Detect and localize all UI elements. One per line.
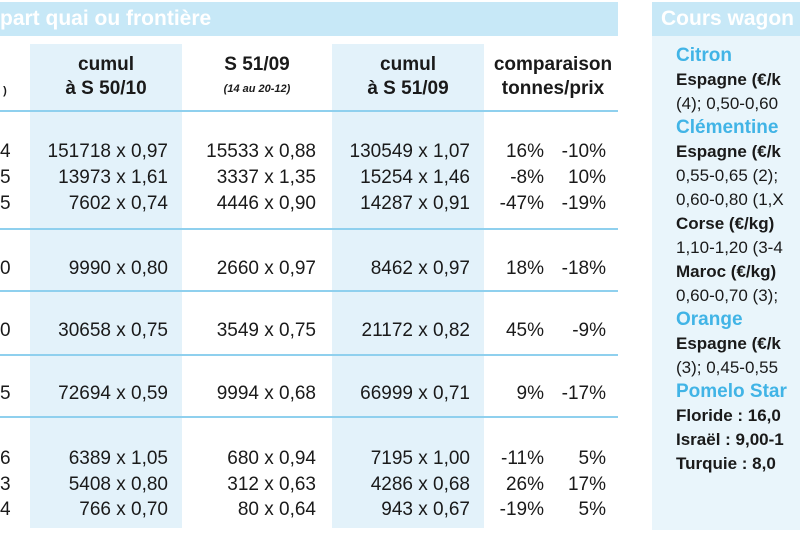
table-row: 5 72694 x 0,59 9994 x 0,68 66999 x 0,71 … — [0, 381, 618, 407]
sidebar-line: 0,55-0,65 (2); — [676, 166, 779, 185]
table-row: 5 13973 x 1,61 3337 x 1,35 15254 x 1,46 … — [0, 165, 618, 191]
cell-label: 4 — [0, 141, 11, 162]
header-col0: ) — [3, 85, 7, 97]
cumul-column-shade-2 — [332, 44, 484, 528]
divider — [0, 416, 618, 418]
cell-pct-tonnes: 45% — [505, 320, 544, 341]
cell-pct-tonnes: -8% — [510, 167, 544, 188]
sidebar-line: 0,60-0,70 (3); — [676, 286, 779, 305]
table-row: 3 5408 x 0,80 312 x 0,63 4286 x 0,68 26%… — [0, 472, 618, 498]
cell-label: 0 — [0, 258, 11, 279]
cell-s51: 680 x 0,94 — [227, 448, 316, 469]
cell-label: 6 — [0, 448, 11, 469]
cell-label: 0 — [0, 320, 11, 341]
cell-cumul-s50: 9990 x 0,80 — [68, 258, 168, 279]
cell-s51: 9994 x 0,68 — [216, 383, 316, 404]
cell-s51: 2660 x 0,97 — [216, 258, 316, 279]
divider — [0, 290, 618, 292]
sidebar-title: Cours wagon — [661, 7, 795, 30]
cell-cumul-s50: 151718 x 0,97 — [47, 141, 168, 162]
sidebar-line: Corse (€/kg) — [676, 214, 775, 233]
sidebar-line: (4); 0,50-0,60 — [676, 94, 779, 113]
cell-pct-prix: -17% — [561, 383, 606, 404]
section-clementine: Clémentine — [676, 117, 779, 138]
header-cumul-s51: cumul à S 51/09 — [367, 54, 449, 99]
table-title: part quai ou frontière — [0, 7, 212, 30]
cell-cumul-s50: 13973 x 1,61 — [58, 167, 168, 188]
cell-pct-tonnes: 9% — [516, 383, 544, 404]
sidebar-line: Floride : 16,0 — [676, 406, 781, 425]
sidebar-line: 0,60-0,80 (1,X — [676, 190, 784, 209]
cell-pct-tonnes: -11% — [501, 448, 544, 469]
cell-pct-tonnes: 18% — [505, 258, 544, 279]
table-row: 0 9990 x 0,80 2660 x 0,97 8462 x 0,97 18… — [0, 256, 618, 282]
table-title-bar: part quai ou frontière — [0, 2, 618, 36]
cell-s51: 312 x 0,63 — [227, 474, 316, 495]
cell-cumul-s51: 943 x 0,67 — [381, 499, 470, 520]
sidebar-line: Turquie : 8,0 — [676, 454, 776, 473]
cell-pct-prix: 5% — [578, 499, 606, 520]
sidebar-body — [652, 36, 800, 530]
cell-pct-tonnes: 26% — [505, 474, 544, 495]
section-citron: Citron — [676, 45, 732, 66]
cell-pct-tonnes: -47% — [499, 193, 544, 214]
cell-cumul-s51: 66999 x 0,71 — [360, 383, 470, 404]
cell-cumul-s51: 21172 x 0,82 — [361, 320, 470, 341]
cell-cumul-s51: 14287 x 0,91 — [360, 193, 470, 214]
cell-s51: 80 x 0,64 — [237, 499, 316, 520]
divider — [0, 228, 618, 230]
sidebar-content: Citron Espagne (€/k (4); 0,50-0,60 Cléme… — [676, 44, 800, 476]
divider — [0, 354, 618, 356]
cell-label: 3 — [0, 474, 11, 495]
cell-s51: 3549 x 0,75 — [216, 320, 316, 341]
cell-cumul-s50: 72694 x 0,59 — [58, 383, 168, 404]
cell-pct-prix: 17% — [567, 474, 606, 495]
table-row: 4 151718 x 0,97 15533 x 0,88 130549 x 1,… — [0, 139, 618, 165]
cell-pct-prix: -18% — [561, 258, 606, 279]
section-pomelo: Pomelo Star — [676, 381, 787, 402]
cell-cumul-s50: 7602 x 0,74 — [68, 193, 168, 214]
header-comparaison: comparaison tonnes/prix — [493, 54, 613, 99]
cell-label: 5 — [0, 193, 11, 214]
cell-cumul-s51: 4286 x 0,68 — [370, 474, 470, 495]
divider — [0, 110, 618, 112]
sidebar-title-bar: Cours wagon — [652, 2, 800, 36]
cell-cumul-s51: 15254 x 1,46 — [360, 167, 470, 188]
cumul-column-shade-1 — [30, 44, 182, 528]
cell-label: 5 — [0, 383, 11, 404]
sidebar-line: Israël : 9,00-1 — [676, 430, 784, 449]
cell-pct-prix: 10% — [567, 167, 606, 188]
cell-label: 4 — [0, 499, 11, 520]
table-row: 0 30658 x 0,75 3549 x 0,75 21172 x 0,82 … — [0, 318, 618, 344]
sidebar-line: 1,10-1,20 (3-4 — [676, 238, 783, 257]
cell-cumul-s50: 5408 x 0,80 — [68, 474, 168, 495]
sidebar-line: Espagne (€/k — [676, 334, 781, 353]
header-s51: S 51/09 (14 au 20-12) — [223, 54, 291, 95]
cell-pct-prix: -19% — [561, 193, 606, 214]
cell-pct-tonnes: -19% — [499, 499, 544, 520]
section-orange: Orange — [676, 309, 743, 330]
cell-s51: 4446 x 0,90 — [216, 193, 316, 214]
table-row: 4 766 x 0,70 80 x 0,64 943 x 0,67 -19% 5… — [0, 497, 618, 523]
table-row: 6 6389 x 1,05 680 x 0,94 7195 x 1,00 -11… — [0, 446, 618, 472]
cell-s51: 15533 x 0,88 — [206, 141, 316, 162]
sidebar-line: Espagne (€/k — [676, 142, 781, 161]
cell-pct-prix: -10% — [561, 141, 606, 162]
cell-cumul-s50: 766 x 0,70 — [79, 499, 168, 520]
cell-cumul-s50: 30658 x 0,75 — [58, 320, 168, 341]
cell-pct-tonnes: 16% — [505, 141, 544, 162]
header-cumul-s50: cumul à S 50/10 — [65, 54, 147, 99]
table-row: 5 7602 x 0,74 4446 x 0,90 14287 x 0,91 -… — [0, 191, 618, 217]
cell-cumul-s51: 130549 x 1,07 — [349, 141, 470, 162]
cell-pct-prix: -9% — [572, 320, 606, 341]
sidebar-line: Espagne (€/k — [676, 70, 781, 89]
sidebar-line: (3); 0,45-0,55 — [676, 358, 779, 377]
cell-s51: 3337 x 1,35 — [216, 167, 316, 188]
cell-cumul-s51: 7195 x 1,00 — [370, 448, 470, 469]
cell-pct-prix: 5% — [578, 448, 606, 469]
cell-cumul-s50: 6389 x 1,05 — [68, 448, 168, 469]
sidebar-line: Maroc (€/kg) — [676, 262, 777, 281]
cell-cumul-s51: 8462 x 0,97 — [370, 258, 470, 279]
cell-label: 5 — [0, 167, 11, 188]
